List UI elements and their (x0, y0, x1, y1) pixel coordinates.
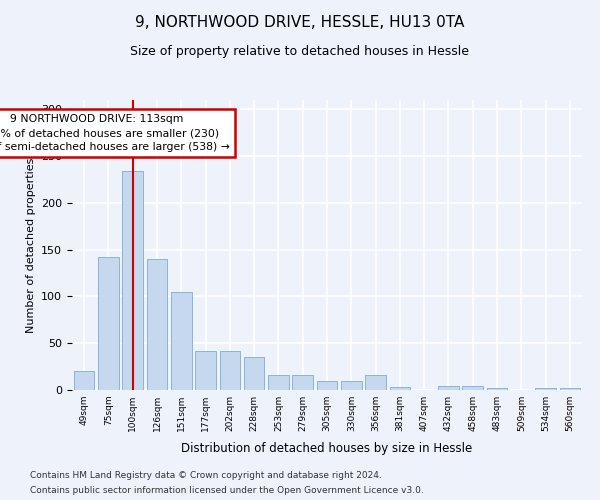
Bar (220, 350, 240, 390)
Bar (535, 388, 556, 390)
Bar (195, 350, 216, 390)
Text: Size of property relative to detached houses in Hessle: Size of property relative to detached ho… (131, 45, 470, 58)
Bar (463, 386, 483, 390)
Bar (365, 375, 386, 390)
Text: Contains HM Land Registry data © Crown copyright and database right 2024.: Contains HM Land Registry data © Crown c… (30, 471, 382, 480)
Y-axis label: Number of detached properties: Number of detached properties (26, 158, 35, 332)
Bar (438, 386, 459, 390)
Text: Contains public sector information licensed under the Open Government Licence v3: Contains public sector information licen… (30, 486, 424, 495)
Bar (146, 259, 167, 390)
Bar (317, 380, 337, 390)
Bar (98, 257, 119, 390)
Bar (122, 171, 143, 390)
X-axis label: Distribution of detached houses by size in Hessle: Distribution of detached houses by size … (181, 442, 473, 456)
Bar (341, 380, 362, 390)
Text: 9 NORTHWOOD DRIVE: 113sqm
← 30% of detached houses are smaller (230)
70% of semi: 9 NORTHWOOD DRIVE: 113sqm ← 30% of detac… (0, 114, 230, 152)
Bar (292, 375, 313, 390)
Text: 9, NORTHWOOD DRIVE, HESSLE, HU13 0TA: 9, NORTHWOOD DRIVE, HESSLE, HU13 0TA (136, 15, 464, 30)
Bar (268, 375, 289, 390)
Bar (171, 292, 191, 390)
Bar (389, 387, 410, 390)
Bar (560, 388, 580, 390)
Bar (487, 388, 508, 390)
Bar (74, 372, 94, 390)
Bar (244, 358, 265, 390)
